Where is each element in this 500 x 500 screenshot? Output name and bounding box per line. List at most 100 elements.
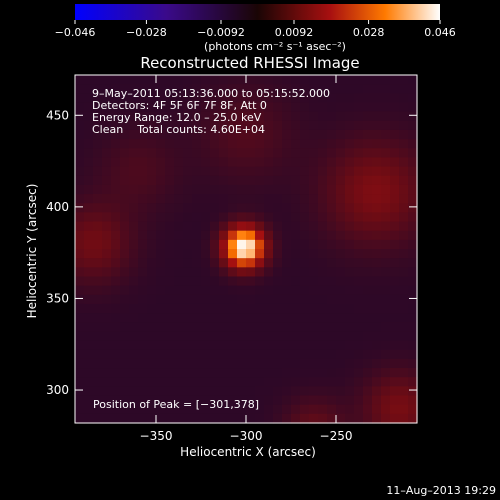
heatmap-cell (75, 230, 85, 241)
heatmap-cell (390, 313, 400, 323)
heatmap-cell (318, 139, 328, 149)
heatmap-cell (156, 175, 166, 186)
heatmap-cell (192, 340, 202, 351)
heatmap-cell (183, 395, 193, 406)
heatmap-cell (210, 395, 220, 406)
heatmap-cell (183, 276, 193, 287)
heatmap-cell (408, 129, 418, 140)
heatmap-cell (75, 166, 85, 177)
heatmap-cell (219, 203, 229, 213)
heatmap-cell (111, 294, 121, 305)
heatmap-cell (309, 184, 319, 195)
heatmap-cell (336, 203, 346, 213)
heatmap-cell (111, 303, 121, 314)
heatmap-cell (408, 175, 418, 186)
heatmap-cell (273, 368, 283, 378)
heatmap-cell (381, 368, 391, 378)
heatmap-cell (273, 194, 283, 204)
heatmap-cell (228, 404, 238, 415)
heatmap-cell (255, 368, 265, 378)
heatmap-cell (345, 166, 355, 177)
heatmap-cell (408, 258, 418, 268)
heatmap-cell (129, 102, 139, 113)
heatmap-cell (309, 203, 319, 213)
heatmap-cell (111, 102, 121, 113)
heatmap-cell (75, 285, 85, 296)
heatmap-cell (129, 340, 139, 351)
heatmap-cell (228, 395, 238, 406)
heatmap-cell (300, 313, 310, 323)
heatmap-cell (120, 267, 130, 278)
heatmap-cell (102, 249, 112, 259)
heatmap-cell (201, 166, 211, 177)
heatmap-cell (273, 166, 283, 177)
heatmap-cell (354, 203, 364, 213)
heatmap-cell (246, 120, 256, 131)
heatmap-cell (129, 93, 139, 104)
heatmap-cell (129, 175, 139, 186)
heatmap-cell (174, 249, 184, 259)
heatmap-cell (228, 303, 238, 314)
heatmap-cell (129, 258, 139, 268)
heatmap-cell (318, 358, 328, 369)
heatmap-cell (273, 395, 283, 406)
heatmap-cell (183, 120, 193, 131)
heatmap-cell (345, 377, 355, 387)
heatmap-cell (300, 230, 310, 241)
heatmap-cell (183, 258, 193, 268)
heatmap-cell (147, 331, 157, 342)
heatmap-cell (291, 349, 301, 360)
heatmap-cell (255, 212, 265, 223)
heatmap-cell (390, 249, 400, 259)
heatmap-cell (381, 258, 391, 268)
heatmap-cell (399, 239, 409, 250)
heatmap-cell (237, 230, 247, 241)
heatmap-cell (201, 221, 211, 232)
heatmap-cell (237, 349, 247, 360)
heatmap-cell (138, 184, 148, 195)
heatmap-cell (84, 93, 94, 104)
heatmap-cell (219, 294, 229, 305)
heatmap-cell (399, 203, 409, 213)
heatmap-cell (300, 148, 310, 159)
heatmap-cell (228, 175, 238, 186)
heatmap-cell (300, 358, 310, 369)
heatmap-cell (264, 148, 274, 159)
heatmap-cell (120, 139, 130, 149)
heatmap-cell (210, 386, 220, 397)
heatmap-cell (138, 313, 148, 323)
heatmap-cell (201, 377, 211, 387)
heatmap-cell (138, 368, 148, 378)
heatmap-cell (399, 120, 409, 131)
heatmap-cell (138, 93, 148, 104)
heatmap-cell (291, 267, 301, 278)
heatmap-cell (192, 331, 202, 342)
heatmap-cell (228, 84, 238, 94)
heatmap-cell (183, 285, 193, 296)
heatmap-cell (129, 413, 139, 424)
heatmap-cell (183, 386, 193, 397)
heatmap-cell (84, 175, 94, 186)
heatmap-cell (75, 322, 85, 333)
heatmap-cell (408, 194, 418, 204)
heatmap-cell (165, 267, 175, 278)
heatmap-cell (354, 285, 364, 296)
heatmap-cell (255, 221, 265, 232)
heatmap-cell (174, 285, 184, 296)
heatmap-cell (228, 413, 238, 424)
heatmap-cell (165, 276, 175, 287)
heatmap-cell (183, 221, 193, 232)
heatmap-cell (120, 111, 130, 122)
heatmap-cell (273, 75, 283, 85)
annotation-time-range: 9–May–2011 05:13:36.000 to 05:15:52.000 (92, 87, 330, 100)
heatmap-cell (327, 93, 337, 104)
heatmap-cell (174, 139, 184, 149)
heatmap-cell (345, 75, 355, 85)
heatmap-cell (156, 313, 166, 323)
heatmap-cell (228, 322, 238, 333)
heatmap-cell (318, 239, 328, 250)
heatmap-cell (246, 148, 256, 159)
heatmap-cell (111, 313, 121, 323)
heatmap-cell (309, 313, 319, 323)
heatmap-cell (273, 175, 283, 186)
